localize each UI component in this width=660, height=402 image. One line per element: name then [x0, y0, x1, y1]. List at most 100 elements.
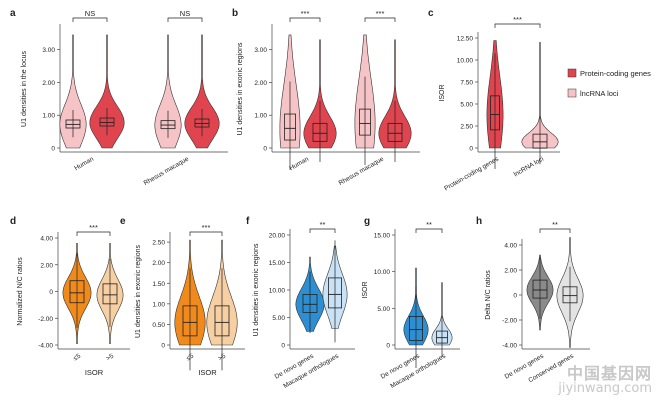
significance-label-h: ** — [552, 220, 558, 229]
violin-h-conserved-box — [562, 286, 578, 304]
significance-label-e: *** — [202, 223, 211, 232]
panel-label-h: h — [476, 216, 482, 227]
significance-label-d: *** — [89, 223, 98, 232]
x-axis-title-e: ISOR — [198, 368, 217, 377]
panel-b: b 0 1.00 2.00 3.00 U1 densities in exonic reg… — [232, 8, 420, 187]
y-axis-title-d: Normalized N/C ratios — [17, 257, 24, 326]
watermark-text: 中国基因网 — [566, 363, 652, 383]
y-axis-title-a: U1 densities in the locus — [21, 51, 28, 127]
x-tick-label-d: >5 — [105, 352, 115, 362]
y-tick-label-c: 7.50 — [460, 80, 473, 87]
y-axis-title-b: U1 densities in exonic regions — [237, 42, 244, 135]
violin-a-pc-0 — [89, 34, 125, 149]
y-axis-title-c: ISOR — [439, 84, 446, 101]
x-tick-label-c: Protein-coding genes — [443, 155, 500, 192]
y-tick-label-d: -2.00 — [38, 316, 53, 323]
violin-b-pc-0 — [303, 39, 337, 149]
panel-label-e: e — [120, 216, 126, 227]
violin-c-pc-box — [490, 95, 500, 131]
violin-c-lnc-box — [532, 133, 548, 149]
y-tick-label-b: 0 — [263, 146, 267, 153]
y-tick-label-d: 0 — [49, 289, 53, 296]
significance-label-f: ** — [320, 220, 326, 229]
panel-e: e 0 0.50 1.00 1.50 2.00 2.50 U1 densities in ex… — [120, 216, 245, 377]
y-axis-title-f: U1 densities in exonic regions — [253, 243, 260, 336]
y-tick-label-g: 5.00 — [377, 306, 390, 313]
violin-b-lnc-1-box — [359, 108, 371, 136]
x-tick-label-a: Human — [73, 155, 95, 172]
legend-label: lncRNA loci — [580, 89, 619, 98]
significance-bracket-e — [189, 231, 223, 236]
y-tick-label-h: -2.00 — [502, 318, 517, 325]
y-tick-label-h: 0 — [513, 293, 517, 300]
legend-label: Protein-coding genes — [580, 69, 651, 78]
significance-bracket-a — [167, 17, 203, 22]
violin-a-pc-1 — [184, 34, 220, 149]
violin-e-le5-box — [182, 305, 198, 337]
panel-f: f 0 5.00 10.00 15.00 20.00 U1 densities in exo… — [246, 216, 355, 390]
y-tick-label-e: 2.00 — [152, 260, 165, 267]
significance-bracket-b — [289, 17, 321, 22]
panel-label-b: b — [232, 8, 238, 19]
violin-c-lnc — [521, 42, 559, 149]
x-axis-title-d: ISOR — [85, 368, 104, 377]
y-tick-label-e: 1.00 — [152, 301, 165, 308]
y-tick-label-f: 0 — [281, 343, 285, 350]
y-tick-label-e: 1.50 — [152, 281, 165, 288]
y-tick-label-h: 4.00 — [504, 243, 517, 250]
panel-c: c 0 2.50 5.00 7.50 10.00 12.50 ISOR Protein-codi… — [428, 8, 651, 192]
y-tick-label-a: 2.00 — [42, 80, 55, 87]
watermark: 中国基因网 jiyinwang.com — [558, 363, 652, 397]
violin-b-pc-1 — [378, 39, 412, 149]
x-tick-label-b: Human — [288, 155, 310, 172]
y-axis-title-g: ISOR — [362, 281, 369, 298]
y-tick-label-c: 10.00 — [457, 58, 474, 65]
y-tick-label-e: 0 — [161, 343, 165, 350]
y-axis-title-e: U1 densities in exonic regions — [135, 245, 142, 338]
significance-label-c: *** — [513, 15, 522, 24]
panel-label-g: g — [364, 216, 370, 227]
violin-b-pc-1-box — [387, 122, 403, 142]
y-tick-label-b: 1.00 — [254, 113, 267, 120]
x-tick-label-d: ≤5 — [72, 352, 82, 362]
y-tick-label-c: 2.50 — [460, 124, 473, 131]
y-tick-label-c: 12.50 — [457, 36, 474, 43]
panel-a: a 0 1.00 2.00 3.00 U1 densities in the locus H… — [10, 8, 228, 187]
significance-bracket-c — [494, 23, 541, 28]
panel-label-d: d — [10, 216, 16, 227]
y-tick-label-a: 3.00 — [42, 47, 55, 54]
y-tick-label-g: 0 — [386, 343, 390, 350]
violin-d-gt5-box — [102, 283, 118, 305]
violin-b-pc-0-box — [312, 122, 328, 142]
x-tick-label-a: Rhesus macaque — [143, 155, 191, 187]
y-axis-title-h: Delta N/C ratios — [485, 270, 492, 320]
y-tick-label-f: 10.00 — [269, 288, 286, 295]
y-tick-label-h: 2.00 — [504, 268, 517, 275]
significance-label-g: ** — [426, 220, 432, 229]
significance-bracket-f — [309, 228, 336, 233]
y-tick-label-a: 0 — [51, 146, 55, 153]
significance-label-a: NS — [180, 9, 190, 18]
violin-g-denovo-box — [408, 315, 423, 341]
violin-g-macaque — [431, 282, 453, 346]
y-tick-label-e: 2.50 — [152, 240, 165, 247]
violin-h-denovo-box — [532, 279, 548, 299]
panel-label-c: c — [428, 8, 434, 19]
y-tick-label-b: 2.00 — [254, 80, 267, 87]
y-tick-label-f: 5.00 — [272, 315, 285, 322]
significance-bracket-b — [364, 17, 396, 22]
y-tick-label-a: 1.00 — [42, 113, 55, 120]
y-tick-label-d: 4.00 — [40, 236, 53, 243]
violin-b-lnc-0-box — [284, 113, 296, 141]
y-tick-label-d: -4.00 — [38, 343, 53, 350]
legend-swatch — [567, 68, 577, 78]
y-tick-label-h: -4.00 — [502, 343, 517, 350]
y-tick-label-c: 0 — [469, 146, 473, 153]
x-tick-label-b: Rhesus macaque — [338, 155, 386, 187]
y-tick-label-f: 15.00 — [269, 260, 286, 267]
violin-g-macaque-box — [436, 330, 448, 344]
watermark-url: jiyinwang.com — [558, 381, 652, 397]
